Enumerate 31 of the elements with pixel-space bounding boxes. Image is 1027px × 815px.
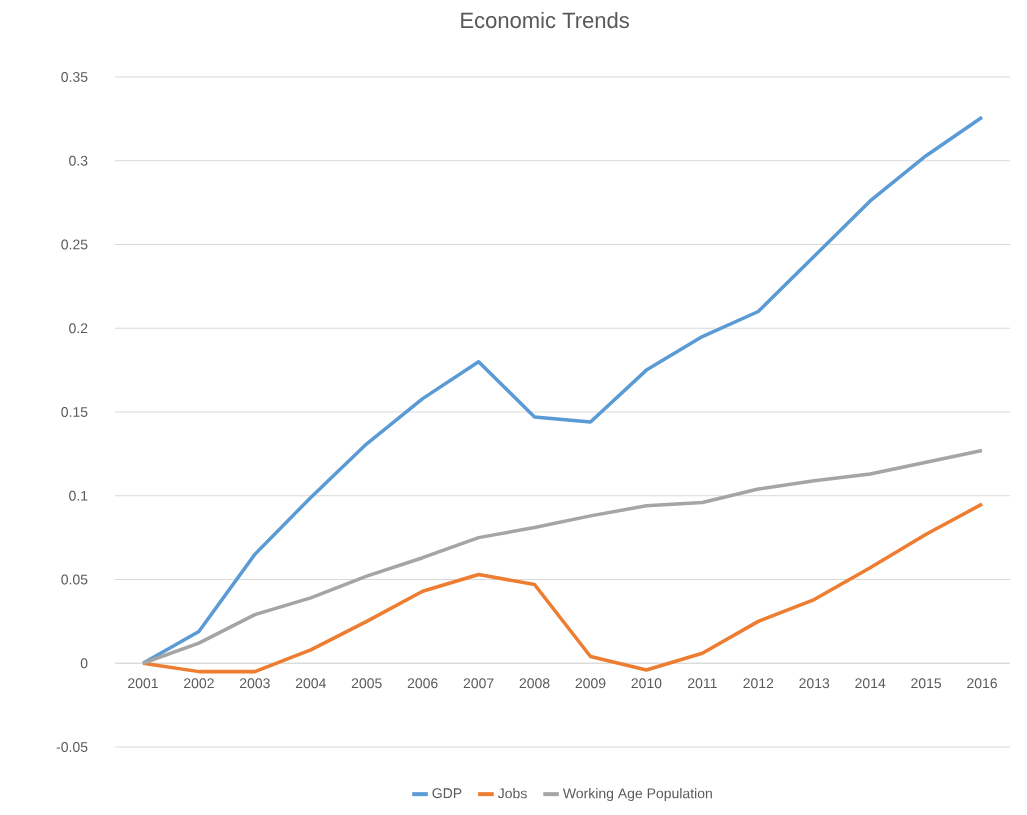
x-tick-label: 2008 [519, 678, 550, 689]
x-tick-label: 2005 [351, 678, 382, 689]
x-tick-label: 2003 [239, 678, 270, 689]
y-tick-label: 0.3 [69, 155, 88, 166]
x-tick-label: 2011 [688, 678, 717, 689]
x-tick-label: 2016 [967, 678, 997, 689]
legend-label: GDP [432, 788, 462, 799]
y-tick-label: 0.05 [61, 574, 88, 585]
legend-label: Jobs [497, 788, 527, 799]
line-series [141, 448, 984, 665]
y-tick-label: 0 [80, 658, 88, 669]
x-tick-label: 2010 [631, 678, 662, 689]
x-tick-label: 2007 [463, 678, 494, 689]
x-tick-label: 2014 [855, 678, 886, 689]
x-tick-label: 2015 [911, 678, 942, 689]
x-tick-label: 2013 [799, 678, 830, 689]
y-tick-label: 0.35 [61, 72, 88, 82]
x-tick-label: 2012 [743, 678, 774, 689]
y-tick-label: 0.1 [69, 490, 88, 501]
y-tick-label: 0.2 [69, 323, 88, 334]
y-tick-label: 0.25 [61, 239, 88, 250]
y-tick-label: 0.15 [61, 407, 88, 417]
chart-title: Economic Trends [461, 12, 629, 29]
line-series [141, 115, 984, 665]
x-tick-label: 2006 [407, 678, 438, 689]
x-tick-label: 2009 [575, 678, 606, 689]
legend-label: Working Age Population [562, 788, 712, 802]
y-tick-label: -0.05 [56, 742, 88, 752]
x-tick-label: 2001 [128, 678, 158, 689]
x-tick-label: 2002 [184, 678, 214, 689]
x-tick-label: 2004 [295, 678, 326, 689]
